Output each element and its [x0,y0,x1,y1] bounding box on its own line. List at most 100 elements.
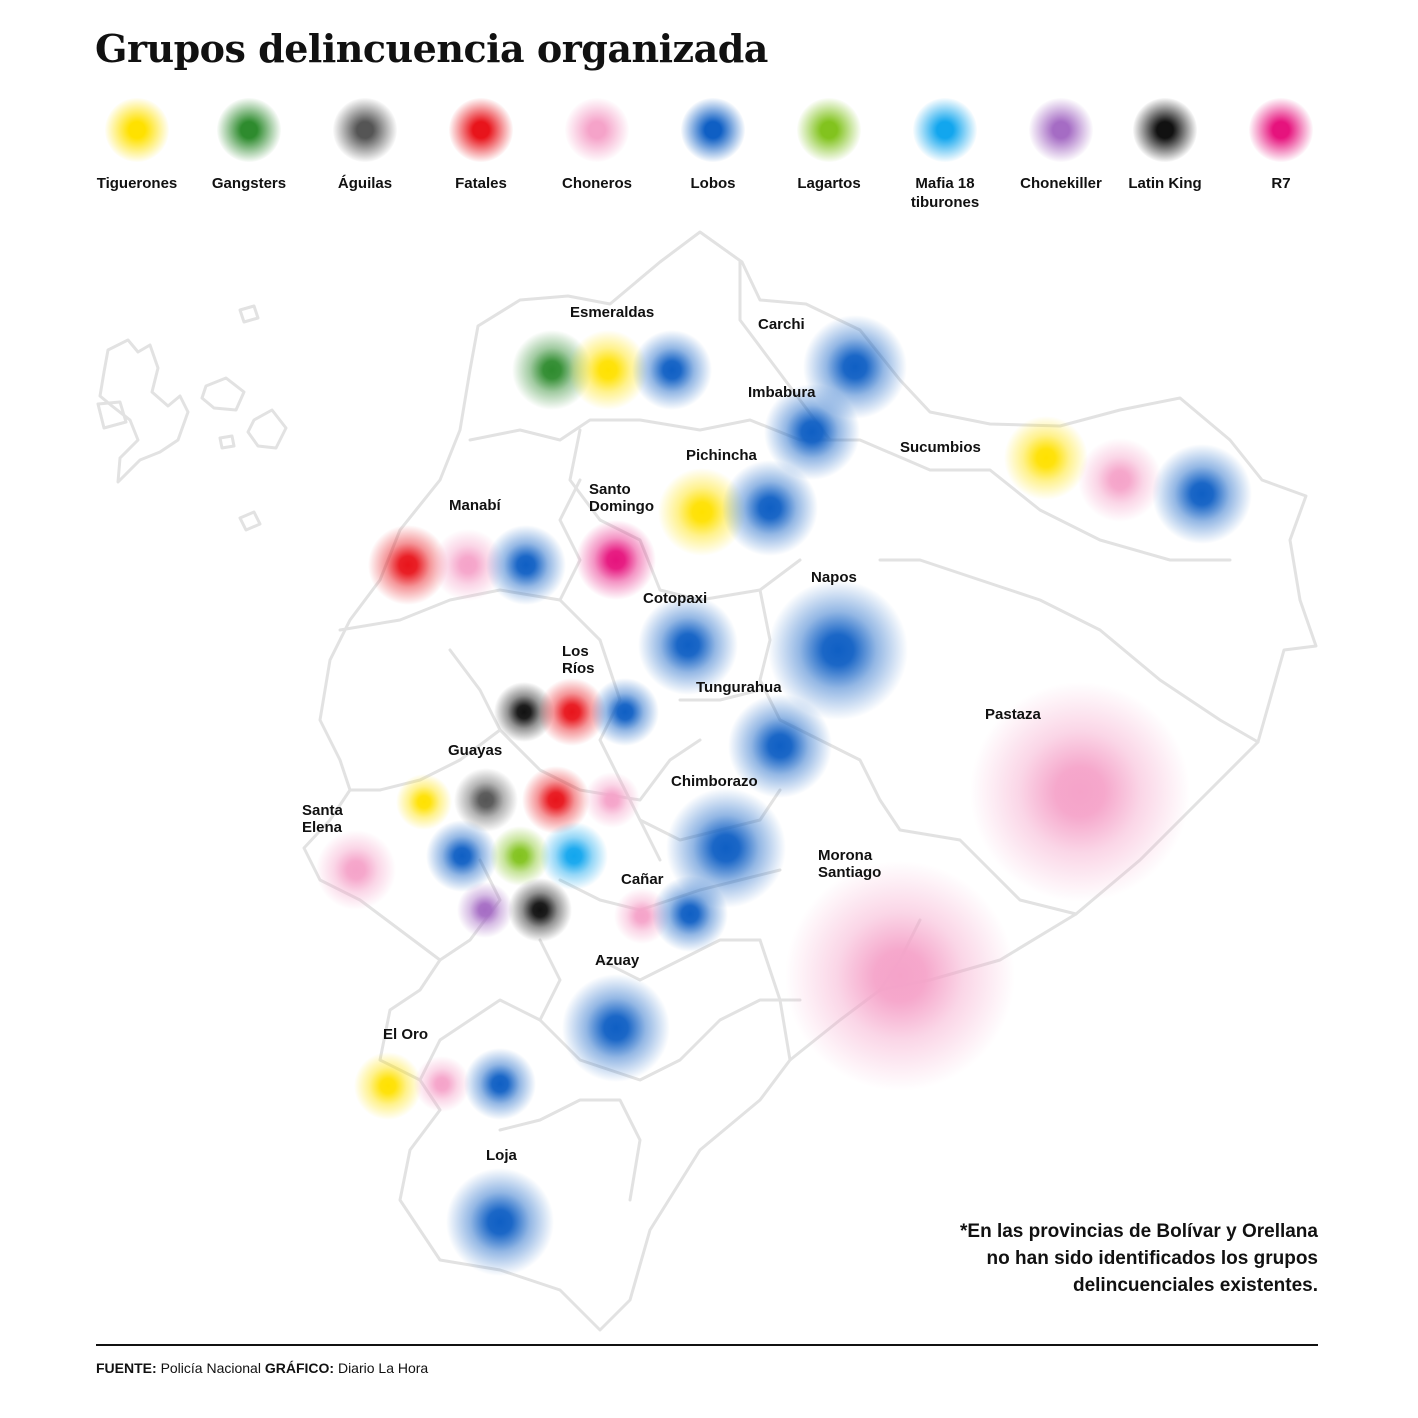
province-label: Carchi [758,316,805,333]
province-border [348,648,502,792]
province-label: Santa Elena [302,802,343,836]
blob-latinking [494,682,554,742]
province-label: Pichincha [686,447,757,464]
blob-lobos [632,330,712,410]
legend-dot-lagartos [797,98,861,162]
legend-item-aguilas: Águilas [310,98,420,193]
blob-tiguerones [396,774,452,830]
blob-lobos [464,1048,536,1120]
legend-label-tiguerones: Tiguerones [96,175,178,192]
blob-aguilas [454,768,518,832]
province-label: Sucumbios [900,439,981,456]
blob-lobos [562,974,670,1082]
province-label: Tungurahua [696,679,782,696]
galapagos-island-small-4 [218,434,236,450]
province-border [498,1098,642,1202]
province-border [558,478,582,602]
legend-label-chonekiller: Chonekiller [1020,175,1102,192]
legend-dot-lobos [681,98,745,162]
province-label: Pastaza [985,706,1041,723]
footnote: *En las provincias de Bolívar y Orellana… [960,1221,1318,1296]
blob-r7 [576,520,656,600]
blob-lobos [446,1168,554,1276]
legend-item-chonekiller: Chonekiller [1006,98,1116,193]
blob-lobos [728,694,832,798]
province-border [418,938,562,1082]
blob-lobos [764,384,860,480]
legend-label-gangsters: Gangsters [211,175,287,192]
province-label: Los Ríos [562,643,595,677]
graphic-label: GRÁFICO: [264,1360,335,1376]
blob-choneros [414,1056,470,1112]
province-label: El Oro [383,1026,429,1043]
legend-dot-tiguerones [105,98,169,162]
legend-item-mafia18: Mafia 18 tiburones [890,98,1000,212]
province-label: Morona Santiago [818,847,882,881]
blob-choneros [316,830,396,910]
blob-lobos [722,460,818,556]
province-border [878,558,1260,744]
province-label: Napos [811,569,857,586]
blob-mafia18 [540,822,608,890]
legend-label-lobos: Lobos [690,175,736,192]
legend-dot-latinking [1133,98,1197,162]
legend-item-tiguerones: Tiguerones [82,98,192,193]
blob-fatales [538,678,606,746]
province-label: Azuay [595,952,640,969]
province-label: Imbabura [748,384,816,401]
legend-item-fatales: Fatales [426,98,536,193]
blob-lobos [426,820,498,892]
blob-lobos [486,525,566,605]
blob-latinking [508,878,572,942]
blob-lobos [652,876,728,952]
province-border [678,688,762,702]
source-credit: FUENTE: Policía Nacional GRÁFICO: Diario… [96,1360,428,1376]
group-presence-blobs [316,315,1252,1276]
legend-item-latinking: Latin King [1110,98,1220,193]
legend-label-aguilas: Águilas [337,175,393,192]
galapagos-island-san-cristobal [246,408,288,450]
legend-dot-gangsters [217,98,281,162]
legend-item-choneros: Choneros [542,98,652,193]
legend-label-r7: R7 [1271,175,1291,192]
province-label: Loja [486,1147,517,1164]
blob-tiguerones [568,330,648,410]
blob-fatales [368,525,448,605]
blob-lobos [768,580,908,720]
galapagos-island-santa-cruz [200,376,246,412]
blob-tiguerones [1004,416,1088,500]
legend-dot-mafia18 [913,98,977,162]
blob-chonekiller [457,882,513,938]
legend-item-lagartos: Lagartos [774,98,884,193]
blob-choneros [584,772,640,828]
legend-item-lobos: Lobos [658,98,768,193]
legend-label-choneros: Choneros [561,175,632,192]
province-label: Cañar [621,871,664,888]
blob-gangsters [512,330,592,410]
graphic-value: Diario La Hora [337,1360,429,1376]
blob-tiguerones [354,1052,422,1120]
page-title: Grupos delincuencia organizada [95,26,768,71]
legend-dot-aguilas [333,98,397,162]
legend-dot-chonekiller [1029,98,1093,162]
galapagos-island-small-1 [238,304,260,324]
blob-lagartos [490,826,550,886]
legend-dot-choneros [565,98,629,162]
galapagos-island-isabela [98,338,190,484]
legend-dot-fatales [449,98,513,162]
blob-fatales [522,766,590,834]
source-value: Policía Nacional [160,1360,261,1376]
galapagos-island-small-2 [238,510,262,532]
blob-lobos [638,595,738,695]
province-border [598,938,762,982]
province-label: Guayas [448,742,503,759]
province-label: Cotopaxi [643,590,708,607]
blob-lobos [591,678,659,746]
source-label: FUENTE: [96,1360,157,1376]
galapagos-island-small-3 [96,400,128,430]
blob-lobos [1152,444,1252,544]
province-border [758,588,1078,916]
footer-divider [96,1344,1318,1346]
blob-tiguerones [658,468,746,556]
